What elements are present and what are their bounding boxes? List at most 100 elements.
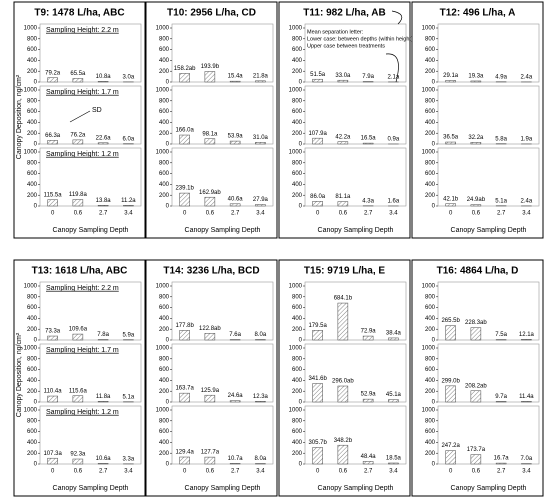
chart-title: T13: 1618 L/ha, ABC [32,266,128,277]
x-tick-label: 3.4 [389,469,398,475]
panel-frame [171,85,274,145]
panel-frame [304,23,407,83]
bar [337,444,349,465]
bar [362,398,374,403]
bar [312,447,323,465]
y-tick-label: 800 [159,98,170,104]
y-tick-label: 400 [425,440,436,446]
y-tick-label: 200 [292,389,303,395]
value-label: 179.5a [308,323,327,329]
y-tick-label: 0 [166,462,170,468]
x-axis-title: Canopy Sampling Depth [185,227,261,234]
y-tick-label: 600 [425,305,436,311]
bar [97,401,109,403]
chart-title: T9: 1478 L/ha, ABC [34,8,124,19]
y-tick-label: 200 [27,131,38,137]
panel-frame [39,343,142,403]
bar [337,385,349,403]
value-label: 12.3a [253,394,269,400]
panel-frame [171,23,274,83]
y-tick-label: 600 [27,429,38,435]
y-tick-label: 600 [425,367,436,373]
value-label: 76.2a [70,132,86,138]
value-label: 36.5a [443,135,459,141]
bar [47,199,58,207]
bar [362,335,374,341]
panel-frame [437,147,540,207]
value-label: 18.5a [386,456,402,462]
panel-frame [437,85,540,145]
bar [47,77,58,83]
bar [204,394,216,403]
y-tick-label: 600 [292,171,303,177]
chart-title: T10: 2956 L/ha, CD [167,8,256,19]
panel-frame [304,405,407,465]
value-label: 7.9a [362,74,374,80]
bar [470,454,482,465]
y-tick-label: 0 [34,142,38,148]
x-tick-label: 2.7 [364,469,373,475]
value-label: 27.9a [253,197,269,203]
y-tick-label: 600 [425,47,436,53]
note: Lower case: between depths (within heigh… [307,36,413,42]
x-tick-label: 3.4 [522,469,531,475]
y-tick-label: 1000 [24,88,38,94]
y-tick-label: 400 [425,316,436,322]
bar [179,456,190,465]
bar [204,456,216,465]
value-label: 247.2a [441,443,460,449]
value-label: 7.8a [97,332,109,338]
panel-frame [171,343,274,403]
bar [312,383,323,403]
value-label: 7.5a [495,332,507,338]
y-tick-label: 1000 [289,408,303,414]
bar [445,203,456,207]
x-tick-label: 0 [51,469,55,475]
bar [97,142,109,145]
chart-frame [13,259,146,497]
panel-frame [171,405,274,465]
y-tick-label: 400 [292,120,303,126]
value-label: 158.2ab [174,66,196,72]
y-tick-label: 400 [27,182,38,188]
value-label: 73.3a [45,329,61,335]
y-tick-label: 600 [159,305,170,311]
panel-frame [304,147,407,207]
panel-frame [39,405,142,465]
value-label: 109.6a [69,327,88,333]
bar [388,462,399,465]
value-label: 3.0a [123,74,135,80]
y-tick-label: 0 [34,400,38,406]
value-label: 92.3a [70,452,86,458]
panel-frame [304,85,407,145]
y-tick-label: 400 [292,182,303,188]
y-tick-label: 600 [27,47,38,53]
y-tick-label: 400 [27,120,38,126]
y-tick-label: 0 [299,400,303,406]
y-tick-label: 1000 [422,150,436,156]
height-label: Sampling Height: 2.2 m [46,27,119,34]
y-tick-label: 400 [425,378,436,384]
bar [445,385,456,403]
y-tick-label: 200 [292,451,303,457]
x-tick-label: 2.7 [231,211,240,217]
bar [72,199,84,207]
panel-frame [304,281,407,341]
x-tick-label: 2.7 [364,211,373,217]
y-axis-title: Canopy Deposition, ng/cm² [16,332,23,417]
x-tick-label: 0.6 [74,469,83,475]
bar [445,80,456,83]
height-label: Sampling Height: 1.7 m [46,89,119,96]
bar [255,142,266,145]
y-tick-label: 0 [432,338,436,344]
bar [97,205,109,207]
bar [521,401,532,403]
value-label: 42.1b [443,196,459,202]
height-label: Sampling Height: 2.2 m [46,285,119,292]
bar [470,327,482,341]
value-label: 2.1a [388,74,400,80]
y-tick-label: 800 [27,98,38,104]
y-tick-label: 800 [27,36,38,42]
x-tick-label: 0 [183,211,187,217]
chart-title: T11: 982 L/ha, AB [303,8,385,19]
